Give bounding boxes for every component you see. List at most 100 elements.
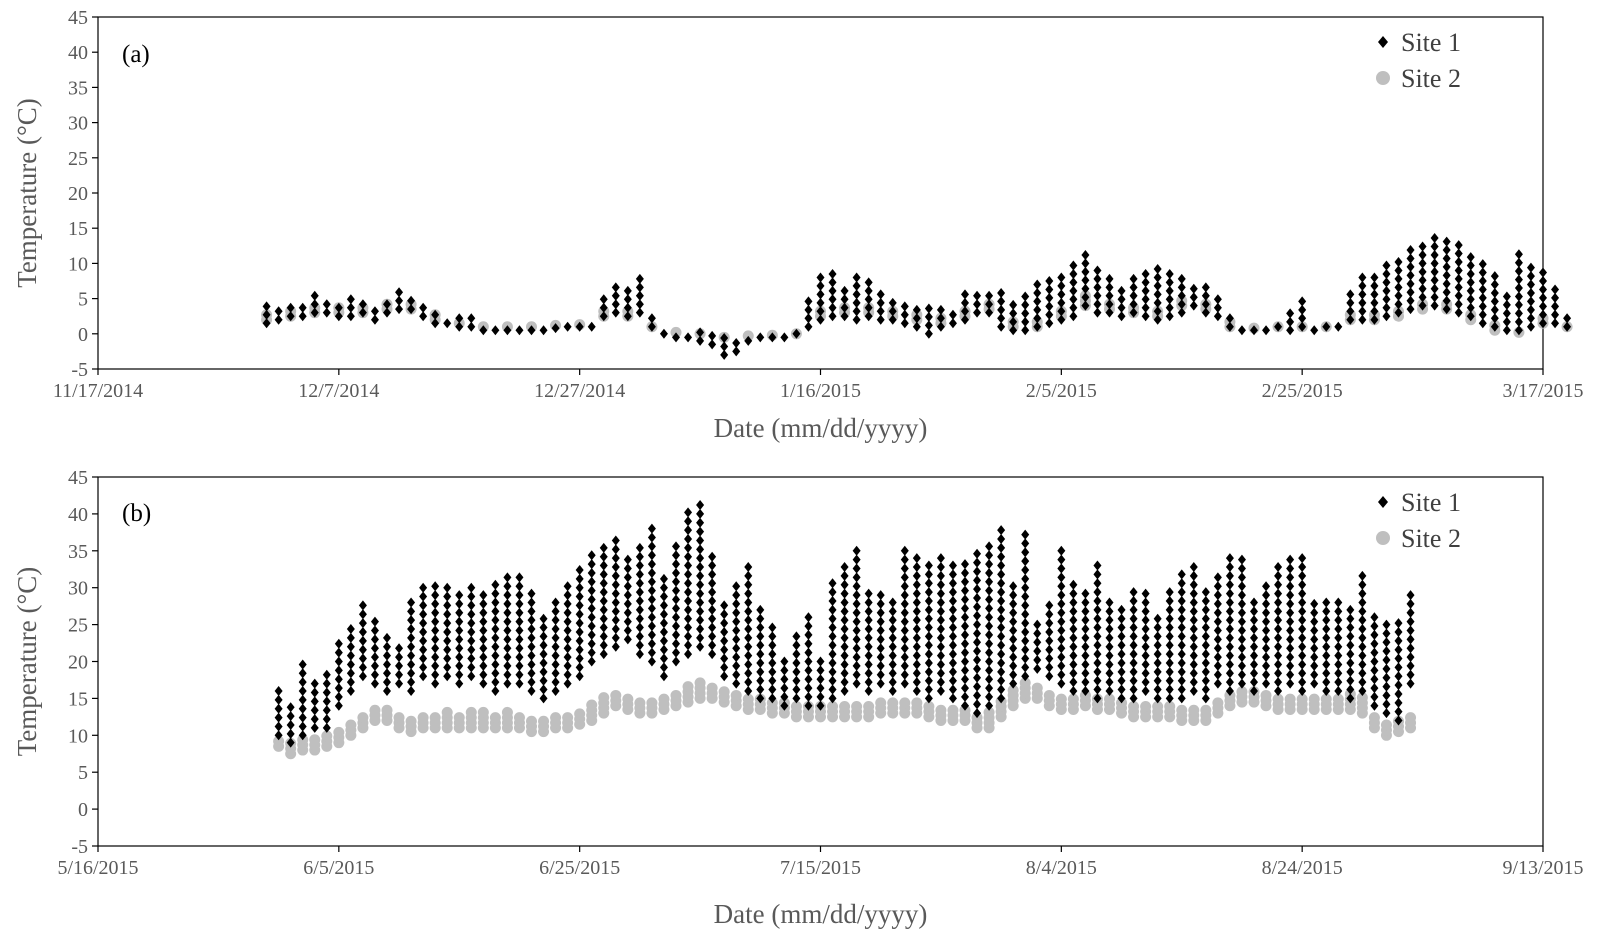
data-point-diamond bbox=[708, 560, 717, 571]
data-point-diamond bbox=[1286, 607, 1295, 618]
data-point-diamond bbox=[383, 632, 391, 643]
data-point-diamond bbox=[684, 533, 693, 544]
data-point-diamond bbox=[816, 297, 825, 308]
data-point-diamond bbox=[1177, 587, 1186, 598]
data-point-diamond bbox=[672, 638, 680, 649]
data-point-diamond bbox=[1526, 279, 1535, 290]
y-tick-label: 30 bbox=[68, 113, 88, 135]
data-point-diamond bbox=[672, 559, 680, 570]
data-point-diamond bbox=[1237, 581, 1246, 592]
data-point-diamond bbox=[852, 652, 861, 663]
data-point-diamond bbox=[1526, 287, 1535, 298]
data-point-diamond bbox=[515, 643, 524, 654]
data-point-circle bbox=[742, 693, 754, 705]
data-point-diamond bbox=[1189, 632, 1198, 643]
data-point-diamond bbox=[900, 634, 909, 645]
data-point-diamond bbox=[936, 597, 945, 608]
data-point-diamond bbox=[672, 550, 680, 561]
data-point-diamond bbox=[768, 675, 777, 686]
data-point-diamond bbox=[455, 598, 464, 609]
data-point-diamond bbox=[1105, 677, 1114, 688]
data-point-diamond bbox=[623, 625, 632, 636]
data-point-diamond bbox=[539, 325, 548, 336]
data-point-diamond bbox=[816, 683, 825, 694]
data-point-diamond bbox=[1117, 622, 1126, 633]
data-point-diamond bbox=[997, 622, 1006, 633]
data-point-diamond bbox=[840, 686, 849, 697]
data-point-circle bbox=[562, 712, 574, 724]
data-point-diamond bbox=[599, 302, 608, 313]
data-point-diamond bbox=[720, 618, 729, 629]
data-point-diamond bbox=[900, 309, 909, 320]
data-point-diamond bbox=[1021, 316, 1030, 327]
data-point-diamond bbox=[936, 553, 945, 564]
data-point-diamond bbox=[744, 632, 753, 643]
data-point-diamond bbox=[1117, 693, 1126, 704]
data-point-diamond bbox=[1225, 579, 1234, 590]
data-point-diamond bbox=[1129, 657, 1138, 668]
data-point-diamond bbox=[611, 553, 620, 564]
data-point-diamond bbox=[599, 542, 608, 553]
data-point-diamond bbox=[888, 306, 897, 317]
data-point-diamond bbox=[696, 615, 705, 626]
data-point-diamond bbox=[852, 590, 861, 601]
data-point-diamond bbox=[1286, 669, 1295, 680]
data-point-diamond bbox=[274, 730, 283, 741]
data-point-diamond bbox=[1189, 650, 1198, 661]
data-point-diamond bbox=[1274, 641, 1283, 652]
data-point-diamond bbox=[370, 306, 379, 317]
data-point-diamond bbox=[647, 532, 656, 543]
data-point-diamond bbox=[407, 624, 416, 635]
x-tick-label: 12/27/2014 bbox=[534, 380, 625, 402]
data-point-diamond bbox=[298, 659, 307, 670]
data-point-diamond bbox=[443, 653, 452, 664]
data-point-diamond bbox=[924, 587, 933, 598]
data-point-diamond bbox=[1189, 615, 1198, 626]
data-point-diamond bbox=[1009, 316, 1018, 327]
data-point-diamond bbox=[732, 643, 741, 654]
data-point-diamond bbox=[443, 671, 452, 682]
data-point-diamond bbox=[334, 674, 343, 685]
data-point-diamond bbox=[1394, 697, 1403, 708]
data-point-diamond bbox=[274, 306, 283, 317]
data-point-diamond bbox=[587, 629, 596, 640]
data-point-diamond bbox=[1009, 598, 1018, 609]
data-point-diamond bbox=[1310, 616, 1319, 627]
data-point-diamond bbox=[1177, 693, 1186, 704]
data-point-diamond bbox=[1057, 297, 1066, 308]
data-point-diamond bbox=[852, 289, 861, 300]
data-point-diamond bbox=[732, 625, 741, 636]
data-point-diamond bbox=[985, 567, 994, 578]
data-point-diamond bbox=[659, 573, 668, 584]
data-point-diamond bbox=[985, 541, 994, 552]
data-point-diamond bbox=[1009, 308, 1018, 319]
data-point-diamond bbox=[1105, 273, 1114, 284]
data-point-diamond bbox=[876, 660, 885, 671]
data-point-diamond bbox=[1033, 655, 1042, 666]
data-point-diamond bbox=[768, 640, 777, 651]
data-point-diamond bbox=[322, 705, 331, 716]
data-point-diamond bbox=[1526, 271, 1535, 282]
data-point-diamond bbox=[1177, 569, 1186, 580]
data-point-diamond bbox=[1274, 650, 1283, 661]
data-point-diamond bbox=[816, 280, 825, 291]
data-point-diamond bbox=[1225, 632, 1234, 643]
y-tick-label: 35 bbox=[68, 77, 88, 99]
data-point-diamond bbox=[1286, 316, 1295, 327]
data-point-diamond bbox=[744, 579, 753, 590]
data-point-diamond bbox=[840, 302, 849, 313]
data-point-diamond bbox=[1346, 693, 1355, 704]
data-point-diamond bbox=[804, 691, 813, 702]
data-point-diamond bbox=[563, 643, 572, 654]
data-point-diamond bbox=[1213, 616, 1222, 627]
data-point-diamond bbox=[900, 669, 909, 680]
data-point-diamond bbox=[936, 677, 945, 688]
data-point-diamond bbox=[1237, 678, 1246, 689]
data-point-diamond bbox=[1177, 578, 1186, 589]
data-point-diamond bbox=[623, 554, 632, 565]
data-point-diamond bbox=[1250, 606, 1258, 617]
data-point-diamond bbox=[1177, 649, 1186, 660]
data-point-diamond bbox=[431, 660, 440, 671]
data-point-diamond bbox=[1454, 273, 1463, 284]
data-point-diamond bbox=[816, 306, 825, 317]
